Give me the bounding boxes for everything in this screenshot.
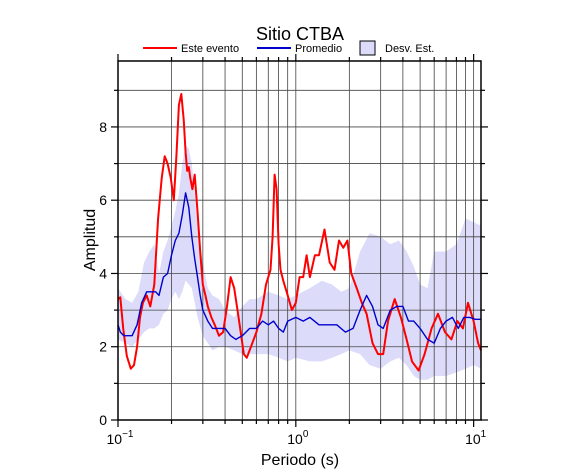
y-tick-label: 0: [99, 412, 107, 428]
legend-event-label: Este evento: [181, 43, 239, 55]
x-tick-label-exponent: 1: [481, 429, 487, 440]
x-tick-label-base: 10: [107, 431, 123, 447]
x-tick-label-exponent: 0: [303, 429, 309, 440]
plot-frame: [117, 60, 482, 421]
x-tick-label-base: 10: [287, 431, 303, 447]
y-axis-label: Amplitud: [82, 209, 99, 271]
chart-title: Sitio CTBA: [256, 24, 344, 44]
y-tick-label: 2: [99, 339, 107, 355]
series-layer: [117, 93, 482, 372]
y-tick-label: 6: [99, 192, 107, 208]
grid-layer: [118, 61, 481, 420]
std-band: [118, 145, 481, 380]
legend-std-label: Desv. Est.: [385, 43, 434, 55]
legend-std-swatch: [359, 40, 376, 56]
series-line-mean: [117, 192, 481, 344]
x-tick-label-exponent: −1: [122, 429, 134, 440]
y-tick-label: 8: [99, 119, 107, 135]
std-band-layer: [118, 145, 481, 380]
legend-mean-label: Promedio: [295, 43, 342, 55]
x-tick-label: 10−1: [107, 429, 134, 447]
x-tick-label-base: 10: [465, 431, 481, 447]
x-tick-label: 100: [287, 429, 309, 447]
y-tick-label: 4: [99, 265, 107, 281]
legend: Este evento Promedio Desv. Est.: [143, 40, 434, 56]
x-tick-label: 101: [465, 429, 487, 447]
x-axis-label: Periodo (s): [261, 452, 339, 469]
